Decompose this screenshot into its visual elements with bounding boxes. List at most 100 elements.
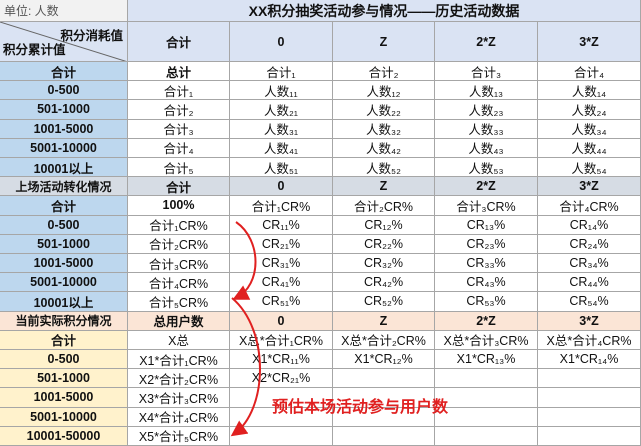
data-cell: X1*CR₁₄% [538,350,641,370]
data-cell: X总*合计₂CR% [333,330,435,350]
data-cell: 100% [128,196,230,216]
data-cell: X5*合计₅CR% [128,426,230,446]
corner-diagonal [0,22,127,61]
data-cell: CR₁₁% [230,215,333,235]
row-label: 10001-50000 [0,426,128,446]
data-cell: 人数₂₁ [230,100,333,120]
section-header: 当前实际积分情况 [0,311,128,331]
data-cell: CR₁₃% [435,215,538,235]
row-label: 5001-10000 [0,273,128,293]
data-cell: X2*合计₂CR% [128,369,230,389]
data-cell: 人数₂₄ [538,100,641,120]
data-cell: 人数₂₂ [333,100,435,120]
data-cell: X1*合计₁CR% [128,350,230,370]
data-cell: 总计 [128,62,230,82]
data-cell: CR₄₄% [538,273,641,293]
data-cell: CR₅₄% [538,292,641,312]
row-label: 合计 [0,62,128,82]
data-cell: 合计₅ [128,158,230,178]
data-cell: 人数₅₁ [230,158,333,178]
data-cell: CR₄₁% [230,273,333,293]
empty-cell [230,407,333,427]
data-cell: 合计₃ [128,119,230,139]
empty-cell [333,407,435,427]
row-label: 0-500 [0,215,128,235]
column-header: 2*Z [435,22,538,62]
data-cell: CR₁₄% [538,215,641,235]
data-cell: 人数₃₃ [435,119,538,139]
data-cell: 合计₃CR% [128,254,230,274]
data-cell: CR₁₂% [333,215,435,235]
row-label: 10001以上 [0,158,128,178]
data-cell: CR₄₂% [333,273,435,293]
data-cell: CR₃₃% [435,254,538,274]
empty-cell [435,388,538,408]
data-cell: 合计₁CR% [128,215,230,235]
empty-cell [230,426,333,446]
empty-cell [538,407,641,427]
section-column: 合计 [128,177,230,197]
row-label: 0-500 [0,81,128,101]
data-cell: X总*合计₄CR% [538,330,641,350]
column-header: 0 [230,22,333,62]
data-cell: CR₅₃% [435,292,538,312]
data-cell: 人数₄₃ [435,138,538,158]
section-column: Z [333,177,435,197]
data-cell: X3*合计₃CR% [128,388,230,408]
data-cell: 人数₅₃ [435,158,538,178]
row-label: 501-1000 [0,234,128,254]
data-cell: 人数₄₄ [538,138,641,158]
row-label: 0-500 [0,350,128,370]
data-cell: 人数₅₂ [333,158,435,178]
row-label: 501-1000 [0,100,128,120]
data-cell: 合计₄ [128,138,230,158]
data-cell: CR₅₂% [333,292,435,312]
section-column: 3*Z [538,177,641,197]
empty-cell [333,388,435,408]
section-column: 0 [230,177,333,197]
empty-cell [333,426,435,446]
section-column: 总用户数 [128,311,230,331]
corner-bottom: 积分累计值 [3,43,66,57]
data-cell: X1*CR₁₁% [230,350,333,370]
data-cell: X4*合计₄CR% [128,407,230,427]
data-cell: 人数₁₂ [333,81,435,101]
empty-cell [538,426,641,446]
data-cell: 合计₃CR% [435,196,538,216]
data-cell: 合计₅CR% [128,292,230,312]
empty-cell [435,369,538,389]
data-cell: 人数₁₁ [230,81,333,101]
empty-cell [230,388,333,408]
section-column: Z [333,311,435,331]
data-cell: X总*合计₃CR% [435,330,538,350]
data-cell: CR₅₁% [230,292,333,312]
data-cell: CR₃₁% [230,254,333,274]
data-cell: CR₂₂% [333,234,435,254]
data-cell: 合计₁ [128,81,230,101]
data-cell: 合计₁CR% [230,196,333,216]
column-header: 合计 [128,22,230,62]
data-cell: X总 [128,330,230,350]
data-cell: X1*CR₁₂% [333,350,435,370]
empty-cell [538,388,641,408]
row-label: 501-1000 [0,369,128,389]
row-label: 10001以上 [0,292,128,312]
data-cell: CR₃₂% [333,254,435,274]
empty-cell [435,407,538,427]
corner-top: 积分消耗值 [60,29,123,43]
data-cell: 人数₄₂ [333,138,435,158]
data-cell: 人数₂₃ [435,100,538,120]
data-cell: 合计₂ [128,100,230,120]
data-cell: CR₂₁% [230,234,333,254]
data-cell: 合计₂ [333,62,435,82]
section-column: 0 [230,311,333,331]
data-cell: 人数₄₁ [230,138,333,158]
section-column: 2*Z [435,177,538,197]
data-cell: 人数₃₂ [333,119,435,139]
section-column: 2*Z [435,311,538,331]
row-label: 5001-10000 [0,138,128,158]
row-label: 1001-5000 [0,388,128,408]
data-cell: 人数₁₄ [538,81,641,101]
unit-label: 单位: 人数 [0,0,128,22]
row-label: 1001-5000 [0,254,128,274]
